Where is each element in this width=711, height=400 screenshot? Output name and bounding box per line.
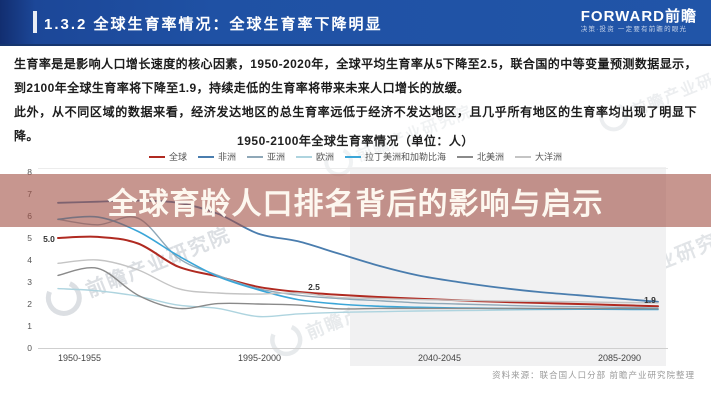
series-line-全球	[57, 235, 659, 308]
x-tick-label: 2040-2045	[418, 353, 461, 363]
series-line-北美洲	[57, 267, 659, 310]
legend-item-3: 欧洲	[295, 150, 334, 163]
x-tick-label: 1995-2000	[238, 353, 281, 363]
legend-item-1: 非洲	[197, 150, 236, 163]
data-label-5.0: 5.0	[43, 234, 55, 244]
legend-label: 拉丁美洲和加勒比海	[365, 152, 447, 162]
body-paragraph-2: 此外，从不同区域的数据来看，经济发达地区的总生育率远低于经济不发达地区，且几乎所…	[14, 105, 697, 143]
y-tick-label: 4	[27, 255, 32, 265]
legend-label: 亚洲	[266, 152, 285, 162]
legend-label: 全球	[168, 152, 187, 162]
body-text-block: 生育率是是影响人口增长速度的核心因素，1950-2020年，全球平均生育率从5下…	[14, 52, 697, 148]
legend-label: 欧洲	[315, 152, 334, 162]
legend-swatch-icon	[148, 155, 165, 158]
y-tick-label: 1	[27, 321, 32, 331]
x-tick-label: 2085-2090	[598, 353, 641, 363]
source-note: 资料来源：联合国人口分部 前瞻产业研究院整理	[492, 370, 695, 380]
title-accent-bar	[33, 11, 37, 33]
chart-title: 1950-2100年全球生育率情况（单位：人）	[237, 134, 474, 148]
watermark-banner-text: 全球育龄人口排名背后的影响与启示	[107, 187, 604, 221]
y-tick-label: 8	[27, 167, 32, 177]
forward-logo-tagline: 决策·投资 一定要有前瞻的眼光	[580, 26, 688, 33]
data-label-2.5: 2.5	[308, 282, 320, 292]
y-tick-label: 2	[27, 299, 32, 309]
legend-label: 非洲	[217, 152, 236, 162]
chart-legend: 全球 非洲 亚洲 欧洲 拉丁美洲和加勒比海 北美洲 大洋洲	[0, 150, 711, 163]
forward-logo-text: FORWARD前瞻	[580, 8, 697, 25]
legend-swatch-icon	[457, 155, 474, 158]
legend-swatch-icon	[197, 155, 214, 158]
section-title: 1.3.2 全球生育率情况：全球生育率下降明显	[44, 16, 383, 33]
series-line-亚洲	[57, 216, 659, 309]
legend-item-6: 大洋洲	[515, 150, 562, 163]
legend-item-5: 北美洲	[457, 150, 504, 163]
series-line-大洋洲	[57, 259, 659, 304]
legend-item-4: 拉丁美洲和加勒比海	[345, 150, 446, 163]
y-tick-label: 0	[27, 343, 32, 353]
legend-label: 大洋洲	[535, 152, 563, 162]
legend-item-2: 亚洲	[246, 150, 285, 163]
body-paragraph-1: 生育率是是影响人口增长速度的核心因素，1950-2020年，全球平均生育率从5下…	[14, 57, 697, 95]
legend-swatch-icon	[246, 155, 263, 158]
legend-swatch-icon	[295, 155, 312, 158]
legend-swatch-icon	[345, 155, 361, 158]
x-tick-label: 1950-1955	[58, 353, 101, 363]
slide-header: 1.3.2 全球生育率情况：全球生育率下降明显 FORWARD前瞻 决策·投资 …	[0, 0, 711, 46]
forward-logo: FORWARD前瞻 决策·投资 一定要有前瞻的眼光	[581, 8, 697, 35]
y-tick-label: 3	[27, 277, 32, 287]
legend-label: 北美洲	[477, 152, 505, 162]
legend-swatch-icon	[515, 155, 532, 158]
watermark-banner: 全球育龄人口排名背后的影响与启示	[0, 174, 711, 227]
legend-item-0: 全球	[148, 150, 187, 163]
y-tick-label: 5	[27, 233, 32, 243]
data-label-1.9: 1.9	[644, 295, 656, 305]
